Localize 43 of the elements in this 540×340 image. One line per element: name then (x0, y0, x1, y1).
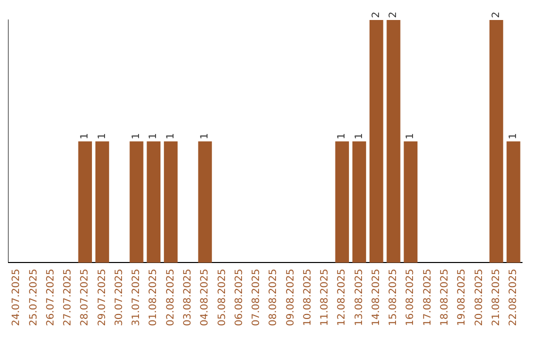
x-tick-label: 31.07.2025 (131, 268, 142, 326)
data-label: 1 (354, 132, 365, 140)
x-tick-label: 18.08.2025 (439, 268, 450, 326)
x-tick-label: 30.07.2025 (114, 268, 125, 326)
x-tick-label: 22.08.2025 (508, 268, 520, 326)
data-label: 1 (131, 132, 142, 140)
x-tick-label: 17.08.2025 (422, 268, 434, 326)
data-label: 1 (148, 132, 160, 140)
x-tick-label: 13.08.2025 (354, 268, 365, 326)
x-tick-label: 09.08.2025 (285, 268, 296, 326)
data-label: 1 (405, 132, 416, 140)
x-tick-label: 01.08.2025 (148, 268, 160, 326)
data-label: 2 (370, 12, 382, 18)
x-tick-label: 06.08.2025 (234, 268, 245, 326)
data-label: 1 (165, 132, 176, 140)
x-tick-label: 25.07.2025 (28, 268, 40, 326)
x-tick-label: 21.08.2025 (490, 268, 502, 326)
x-tick-label: 15.08.2025 (388, 268, 400, 326)
data-label: 1 (200, 132, 211, 140)
x-tick-label: 20.08.2025 (474, 268, 485, 326)
data-label: 1 (508, 132, 520, 140)
data-label: 1 (80, 132, 91, 140)
data-label: 1 (96, 132, 108, 140)
data-label: 2 (388, 12, 400, 18)
x-tick-label: 12.08.2025 (336, 268, 348, 326)
x-tick-label: 19.08.2025 (456, 268, 468, 326)
x-tick-label: 26.07.2025 (45, 268, 56, 326)
x-tick-label: 08.08.2025 (268, 268, 280, 326)
x-tick-label: 27.07.2025 (62, 268, 74, 326)
x-tick-label: 03.08.2025 (182, 268, 194, 326)
x-tick-label: 16.08.2025 (405, 268, 416, 326)
x-tick-label: 11.08.2025 (320, 268, 331, 326)
data-label: 2 (490, 12, 502, 18)
x-tick-label: 29.07.2025 (96, 268, 108, 326)
x-tick-label: 24.07.2025 (11, 268, 22, 326)
x-tick-label: 14.08.2025 (370, 268, 382, 326)
x-tick-label: 04.08.2025 (200, 268, 211, 326)
data-label: 1 (336, 132, 348, 140)
x-tick-label: 05.08.2025 (216, 268, 228, 326)
x-tick-label: 28.07.2025 (80, 268, 91, 326)
x-tick-label: 10.08.2025 (302, 268, 314, 326)
x-tick-label: 07.08.2025 (251, 268, 262, 326)
x-tick-label: 02.08.2025 (165, 268, 176, 326)
